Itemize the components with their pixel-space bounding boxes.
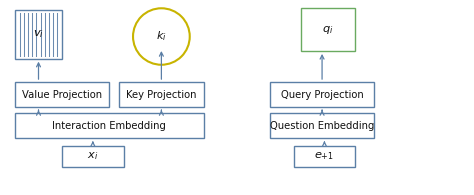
Text: Query Projection: Query Projection — [281, 90, 364, 100]
FancyBboxPatch shape — [294, 146, 355, 167]
Text: $v_i$: $v_i$ — [33, 29, 44, 41]
Text: $k_i$: $k_i$ — [156, 30, 167, 43]
Text: Value Projection: Value Projection — [22, 90, 102, 100]
FancyBboxPatch shape — [15, 10, 62, 59]
Text: Question Embedding: Question Embedding — [270, 121, 374, 131]
FancyBboxPatch shape — [119, 82, 204, 107]
FancyBboxPatch shape — [270, 82, 374, 107]
FancyBboxPatch shape — [15, 113, 204, 138]
FancyBboxPatch shape — [15, 82, 109, 107]
FancyBboxPatch shape — [270, 113, 374, 138]
Text: $q_i$: $q_i$ — [322, 24, 334, 36]
Text: Interaction Embedding: Interaction Embedding — [53, 121, 166, 131]
Text: $e_{+1}$: $e_{+1}$ — [314, 151, 335, 162]
FancyBboxPatch shape — [62, 146, 124, 167]
Text: $x_i$: $x_i$ — [87, 151, 99, 162]
FancyBboxPatch shape — [301, 8, 355, 51]
Text: Key Projection: Key Projection — [126, 90, 197, 100]
